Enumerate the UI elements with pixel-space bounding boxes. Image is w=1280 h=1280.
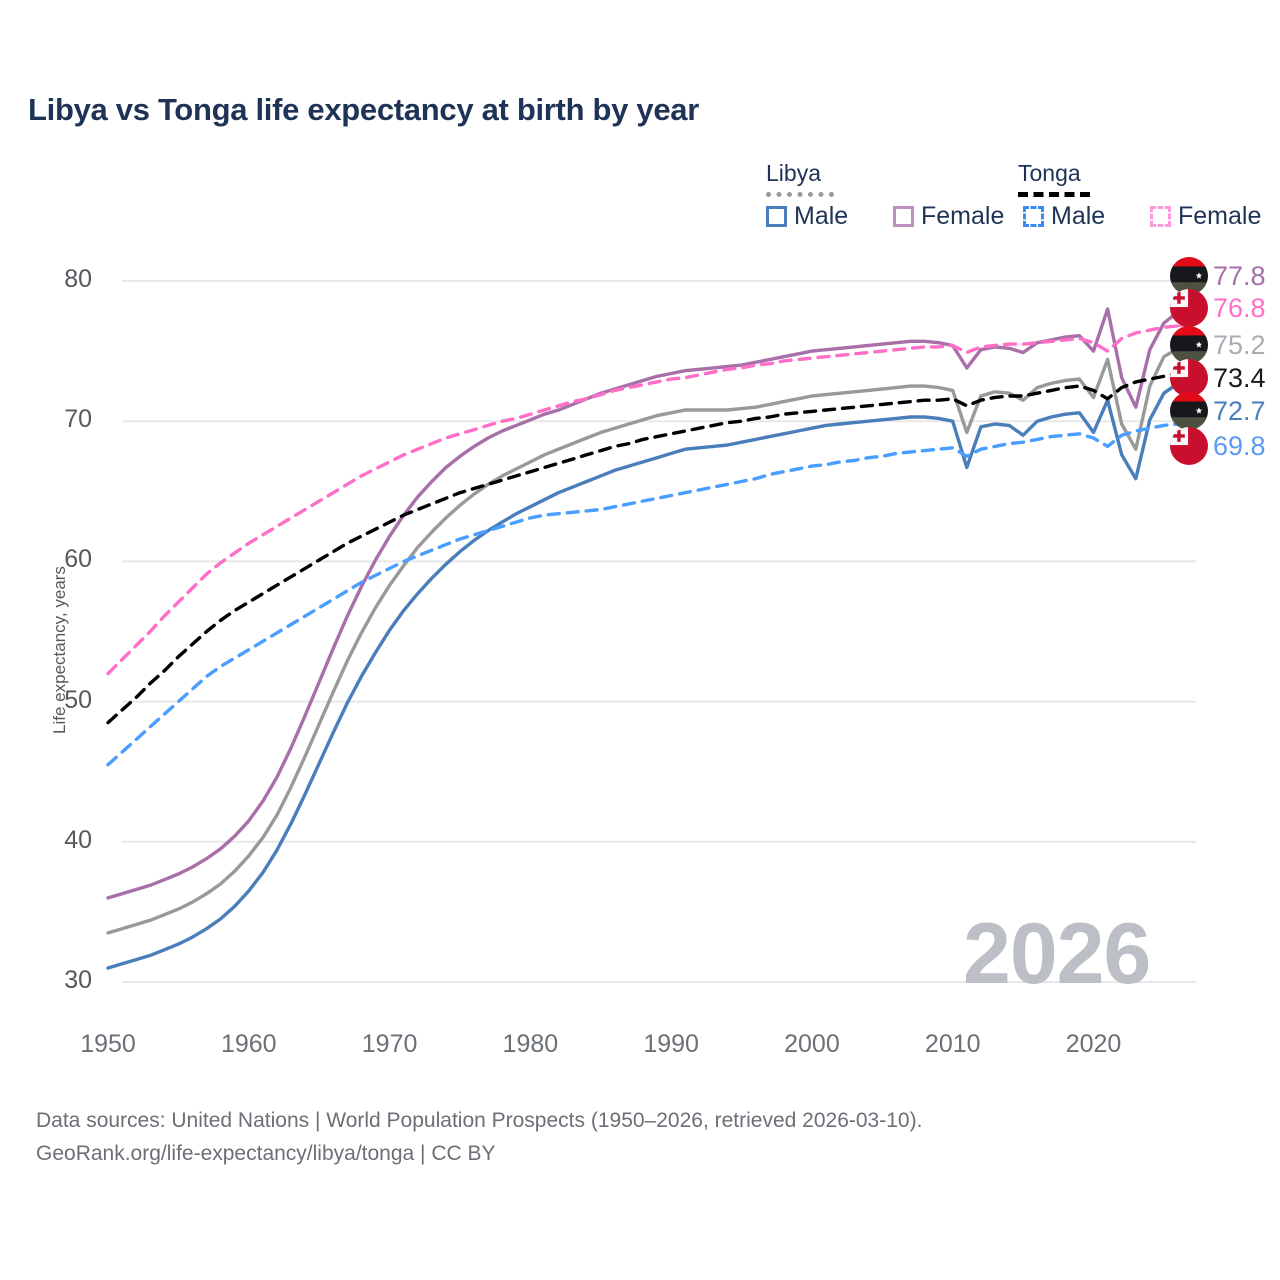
libya-flag-icon [1170, 392, 1208, 430]
x-tick-label: 1950 [80, 1030, 136, 1058]
x-tick-label: 1970 [361, 1030, 418, 1058]
tonga-flag-icon [1170, 427, 1208, 465]
legend-item-libya-male[interactable]: Male [766, 202, 848, 231]
x-tick-label: 1960 [220, 1030, 277, 1058]
y-tick-label: 50 [64, 685, 92, 714]
chart-legend: Libya Tonga Male Female Male Female [760, 160, 1261, 240]
year-watermark: 2026 [963, 906, 1151, 1002]
legend-group-tonga-rule [1018, 192, 1090, 197]
footer-line-2: GeoRank.org/life-expectancy/libya/tonga … [36, 1141, 496, 1165]
series-line-tonga-male [106, 422, 1180, 767]
legend-group-libya-rule [766, 192, 834, 197]
tonga-flag-icon [1170, 359, 1208, 397]
end-label-77-8: 77.8 [1170, 257, 1266, 295]
end-label-value: 75.2 [1213, 329, 1266, 360]
end-label-73-4: 73.4 [1170, 359, 1266, 397]
tonga-flag-icon [1170, 359, 1208, 397]
end-label-value: 69.8 [1213, 430, 1266, 461]
y-tick-label: 80 [64, 265, 92, 293]
tonga-flag-icon [1170, 289, 1208, 327]
legend-label-libya-female: Female [921, 202, 1005, 230]
end-label-76-8: 76.8 [1170, 289, 1266, 327]
x-tick-label: 1990 [643, 1030, 699, 1058]
x-tick-label: 2000 [784, 1030, 840, 1058]
series-line-libya-male [106, 381, 1180, 970]
legend-label-tonga-female: Female [1178, 202, 1262, 230]
end-label-value: 72.7 [1213, 395, 1266, 426]
tonga-flag-icon [1170, 427, 1208, 465]
legend-item-libya-female[interactable]: Female [893, 202, 1004, 231]
end-label-69-8: 69.8 [1170, 427, 1266, 465]
y-tick-label: 30 [64, 966, 92, 994]
end-label-value: 76.8 [1213, 292, 1266, 323]
legend-item-tonga-female[interactable]: Female [1150, 202, 1261, 231]
legend-swatch-libya-male [766, 206, 787, 227]
series-line-libya-total [106, 346, 1180, 935]
legend-swatch-tonga-female [1150, 206, 1171, 227]
legend-label-libya-male: Male [794, 202, 849, 230]
x-tick-label: 2010 [924, 1030, 981, 1058]
end-label-value: 73.4 [1213, 362, 1266, 393]
y-tick-label: 60 [64, 545, 92, 574]
y-tick-label: 70 [64, 405, 92, 434]
footer-line-1: Data sources: United Nations | World Pop… [36, 1109, 923, 1132]
series-line-libya-female [106, 307, 1180, 900]
end-label-value: 77.8 [1213, 260, 1266, 291]
legend-group-libya-title: Libya [766, 160, 821, 186]
end-label-72-7: 72.7 [1170, 392, 1266, 430]
y-axis-label: Life expectancy, years [50, 566, 69, 734]
legend-group-tonga-title: Tonga [1018, 160, 1081, 186]
page-title: Libya vs Tonga life expectancy at birth … [28, 92, 700, 127]
legend-item-tonga-male[interactable]: Male [1023, 202, 1105, 231]
series-line-tonga-female [106, 324, 1180, 676]
y-tick-label: 40 [64, 825, 92, 854]
tonga-flag-icon [1170, 289, 1208, 327]
legend-swatch-tonga-male [1023, 206, 1044, 227]
x-tick-label: 2020 [1065, 1030, 1122, 1058]
legend-swatch-libya-female [893, 206, 914, 227]
x-tick-label: 1980 [502, 1030, 559, 1058]
libya-flag-icon [1170, 392, 1208, 430]
series-line-tonga-total [106, 371, 1180, 725]
legend-label-tonga-male: Male [1051, 202, 1106, 230]
footer-credits: Data sources: United Nations | World Pop… [36, 1105, 922, 1170]
